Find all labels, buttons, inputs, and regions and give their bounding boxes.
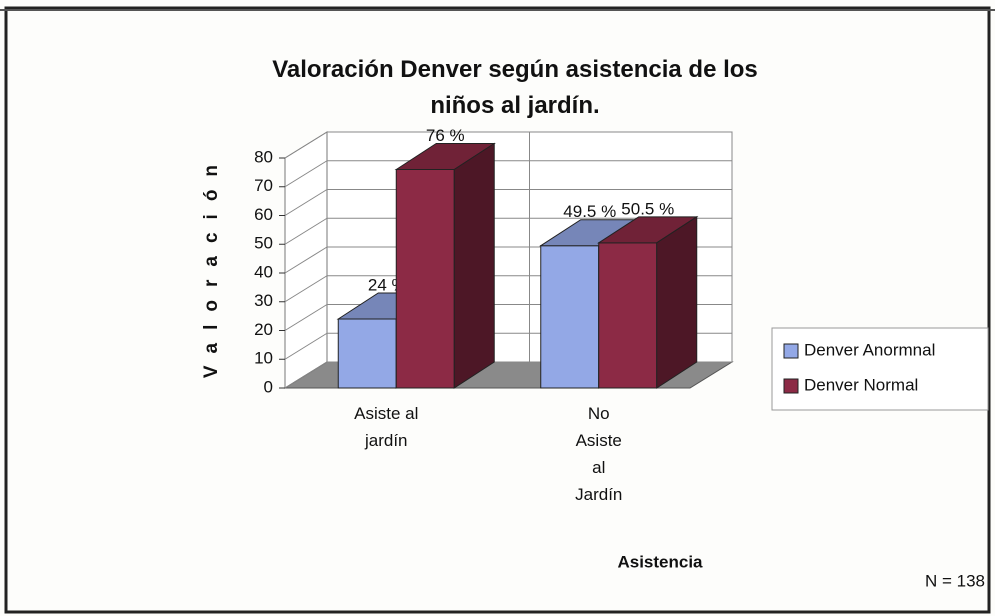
value-label: 50.5 % <box>621 199 674 218</box>
legend-swatch <box>783 378 799 394</box>
bar-side <box>453 142 495 389</box>
x-axis-label: Asistencia <box>617 552 703 571</box>
legend-box <box>771 327 989 411</box>
y-tick-label: 10 <box>254 349 273 368</box>
grid-line-side <box>284 304 328 331</box>
grid-line-side <box>284 332 328 360</box>
chart-title: Valoración Denver según asistencia de lo… <box>272 56 758 119</box>
x-tick-label: Asiste al jardín <box>354 404 419 450</box>
bar-front <box>395 169 455 389</box>
y-tick-label: 80 <box>254 147 273 166</box>
grid-line-side <box>284 189 328 216</box>
y-tick-label: 70 <box>254 176 273 195</box>
x-tick-label: No Asiste al Jardín <box>575 404 623 504</box>
y-tick-label: 60 <box>254 205 273 224</box>
y-tick-label: 20 <box>254 320 273 339</box>
grid-line-side <box>284 217 328 245</box>
value-label: 76 % <box>426 126 465 145</box>
y-tick-label: 0 <box>264 377 273 396</box>
frame <box>4 6 991 614</box>
legend-label: Denver Anormnal <box>804 340 935 359</box>
y-axis-label: Valoración <box>201 152 222 378</box>
note: N = 138 <box>925 571 985 590</box>
legend-label: Denver Normal <box>804 375 918 394</box>
bar-front <box>540 245 600 389</box>
grid-line-side <box>284 275 328 303</box>
value-label: 49.5 % <box>563 202 616 221</box>
y-tick-label: 30 <box>254 291 273 310</box>
y-tick-label: 40 <box>254 262 273 281</box>
grid-line-side <box>284 246 328 274</box>
grid-line-side <box>284 361 328 389</box>
legend-swatch <box>783 343 799 359</box>
bar-front <box>598 242 658 389</box>
bar-front <box>337 318 397 389</box>
bar-side <box>656 215 698 389</box>
grid-line-side <box>284 131 328 159</box>
grid-line-side <box>284 160 328 188</box>
y-tick-label: 50 <box>254 234 273 253</box>
